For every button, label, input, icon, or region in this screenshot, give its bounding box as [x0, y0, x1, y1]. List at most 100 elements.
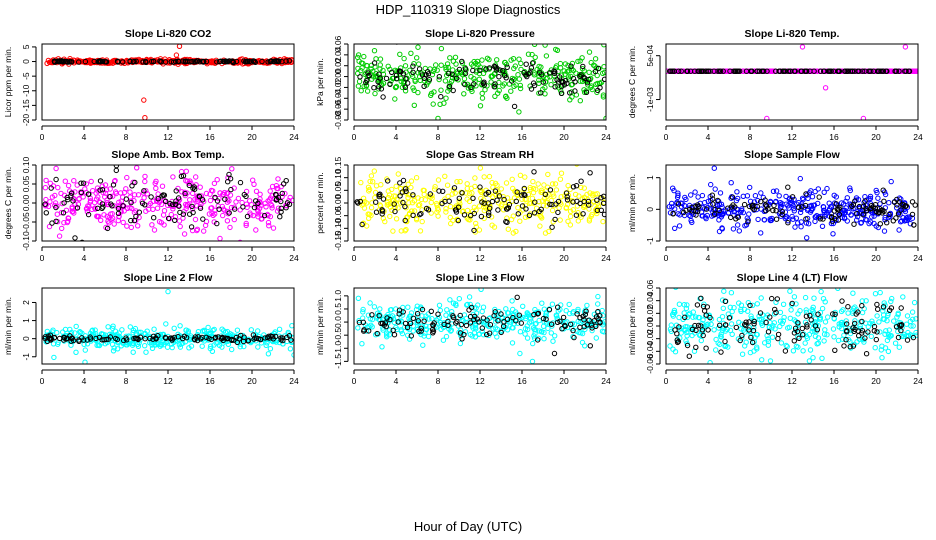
point-selected — [564, 194, 570, 200]
point-selected — [785, 220, 791, 226]
point-selected — [76, 59, 82, 65]
point-selected — [543, 316, 549, 322]
point-selected — [601, 211, 606, 218]
point-all — [692, 189, 698, 195]
point-all — [160, 212, 167, 218]
point-all — [380, 80, 387, 87]
point-all — [727, 304, 733, 310]
point-outlier — [721, 288, 727, 294]
point-all — [466, 190, 473, 197]
point-all — [517, 329, 524, 335]
point-selected — [99, 187, 106, 193]
point-selected — [672, 327, 678, 333]
point-selected — [377, 191, 383, 197]
point-all — [186, 345, 192, 351]
point-all — [595, 293, 601, 300]
point-all — [697, 332, 703, 339]
point-selected — [414, 311, 421, 317]
point-selected — [841, 343, 847, 349]
point-all — [814, 341, 820, 347]
point-all — [484, 55, 491, 61]
point-all — [96, 213, 102, 220]
point-all — [124, 205, 131, 211]
point-all — [377, 66, 383, 72]
point-all — [875, 195, 881, 201]
point-selected — [693, 212, 699, 218]
y-tick-label: 1.0 — [333, 290, 343, 302]
point-selected — [839, 298, 845, 304]
point-all — [831, 334, 837, 340]
point-all — [269, 183, 276, 190]
point-all — [434, 202, 440, 208]
point-selected — [387, 316, 393, 323]
point-selected — [503, 75, 509, 81]
point-all — [754, 344, 760, 350]
point-selected — [471, 316, 477, 323]
point-all — [479, 95, 486, 101]
point-all — [589, 86, 595, 93]
point-all — [530, 340, 536, 347]
point-all — [854, 217, 860, 223]
point-all — [197, 184, 203, 190]
point-all — [73, 323, 79, 330]
point-selected — [438, 94, 444, 100]
point-all — [75, 201, 82, 207]
point-all — [719, 204, 725, 210]
point-all — [368, 212, 374, 219]
point-selected — [380, 94, 386, 100]
point-all — [894, 205, 900, 211]
point-all — [589, 327, 595, 334]
point-selected — [480, 315, 487, 321]
point-all — [443, 95, 449, 101]
point-all — [51, 354, 57, 361]
point-selected — [42, 334, 48, 340]
point-all — [577, 212, 583, 218]
point-selected — [65, 196, 71, 203]
point-selected — [874, 329, 880, 335]
point-all — [428, 210, 434, 216]
point-selected — [397, 180, 403, 186]
point-selected — [878, 68, 884, 74]
point-selected — [219, 334, 225, 340]
point-selected — [99, 201, 106, 207]
point-all — [555, 308, 561, 314]
point-all — [425, 311, 431, 317]
point-all — [734, 189, 740, 195]
point-selected — [696, 68, 702, 74]
point-selected — [496, 74, 502, 80]
point-all — [886, 68, 892, 74]
point-all — [690, 314, 696, 320]
point-selected — [109, 203, 115, 209]
x-tick-label: 0 — [352, 253, 357, 263]
point-selected — [79, 239, 85, 241]
point-selected — [251, 336, 257, 342]
point-selected — [495, 207, 501, 213]
point-all — [516, 76, 523, 82]
point-selected — [231, 337, 237, 343]
point-all — [909, 215, 916, 221]
point-all — [418, 196, 425, 203]
point-all — [821, 189, 827, 196]
point-selected — [165, 215, 172, 222]
point-selected — [492, 309, 498, 315]
point-all — [177, 323, 183, 329]
point-all — [108, 216, 114, 223]
point-all — [211, 342, 217, 348]
point-all — [557, 60, 564, 67]
point-all — [530, 59, 537, 66]
point-selected — [540, 315, 547, 322]
point-all — [798, 224, 804, 230]
point-selected — [711, 211, 718, 217]
point-selected — [737, 337, 743, 344]
point-all — [811, 320, 817, 326]
y-tick-label: 0.02 — [333, 57, 343, 74]
point-selected — [376, 193, 382, 200]
point-all — [509, 325, 515, 331]
point-all — [705, 198, 711, 205]
point-all — [143, 349, 149, 355]
x-tick-label: 8 — [748, 253, 753, 263]
point-all — [413, 175, 420, 181]
point-selected — [583, 89, 590, 96]
point-all — [588, 59, 594, 66]
point-selected — [383, 75, 390, 82]
